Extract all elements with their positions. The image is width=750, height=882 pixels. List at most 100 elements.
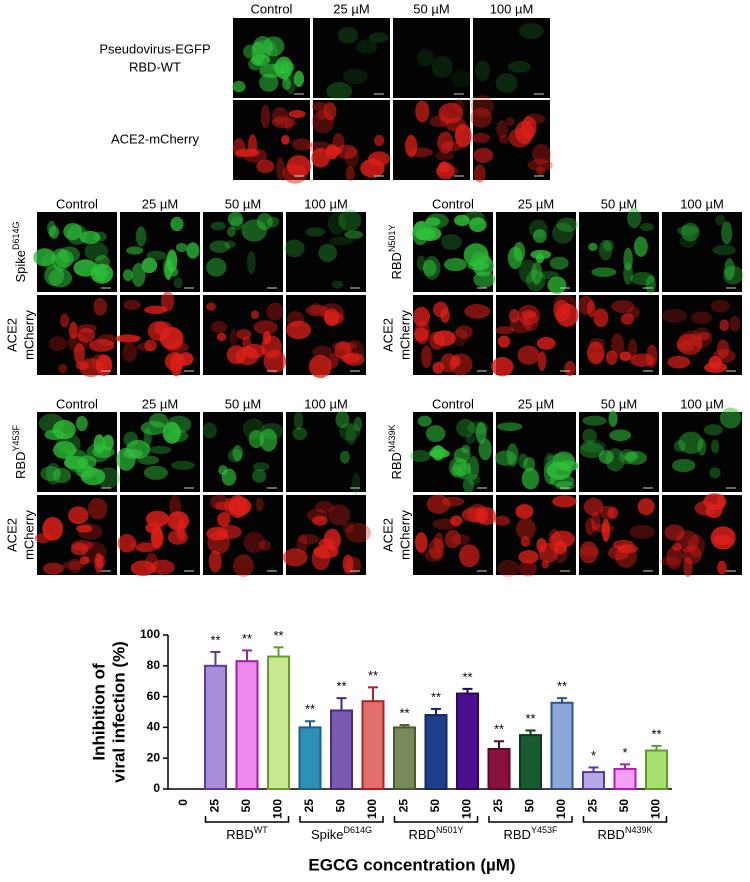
cell xyxy=(63,222,83,241)
cell xyxy=(422,260,437,277)
micrograph xyxy=(662,407,742,492)
micrograph xyxy=(202,412,284,492)
cell xyxy=(521,116,537,139)
cell xyxy=(368,32,389,43)
cell xyxy=(306,508,328,522)
y-tick-label: 40 xyxy=(147,720,161,734)
micrograph-bg xyxy=(313,18,390,98)
cell xyxy=(687,534,705,557)
cell xyxy=(607,506,619,519)
cell xyxy=(556,217,579,232)
cell xyxy=(166,249,178,273)
bar xyxy=(267,655,290,790)
cell xyxy=(423,256,441,280)
cell xyxy=(243,44,257,59)
cell xyxy=(171,460,195,470)
cell xyxy=(690,311,712,324)
cell xyxy=(505,117,515,126)
cell xyxy=(38,413,65,433)
micrograph xyxy=(286,295,366,379)
cell xyxy=(159,326,184,350)
column-header: 25 µM xyxy=(142,196,178,211)
cell xyxy=(454,124,472,148)
bar xyxy=(235,660,259,790)
cell xyxy=(630,271,655,286)
column-header: 100 µM xyxy=(304,396,348,411)
cell xyxy=(609,429,632,442)
micrograph-bg xyxy=(579,412,659,492)
group-label: RBDWT xyxy=(226,825,268,842)
cell xyxy=(564,360,576,377)
cell xyxy=(413,306,431,327)
cell xyxy=(721,221,733,245)
cell xyxy=(131,263,146,287)
cell xyxy=(470,95,494,118)
cell xyxy=(342,554,354,574)
cell xyxy=(712,348,736,364)
cell xyxy=(334,341,352,360)
cell xyxy=(130,560,156,577)
cell xyxy=(122,269,133,282)
cell xyxy=(206,526,229,541)
cell xyxy=(241,219,267,242)
cell xyxy=(256,159,275,174)
cell xyxy=(170,352,183,377)
row-label: RBDN439K xyxy=(387,425,404,480)
row-label: mCherry xyxy=(397,510,412,560)
cell xyxy=(259,428,278,452)
cell xyxy=(271,116,296,129)
x-tick-label: 100 xyxy=(649,799,663,819)
cell xyxy=(123,431,139,447)
micrograph xyxy=(37,295,117,378)
error-bar xyxy=(620,763,630,769)
cell xyxy=(410,449,431,463)
significance: ** xyxy=(242,631,252,646)
micrograph xyxy=(662,212,744,292)
cell xyxy=(537,351,547,372)
cell xyxy=(464,304,490,319)
cell xyxy=(620,312,634,325)
cell xyxy=(87,497,108,520)
cell xyxy=(449,353,473,376)
cell xyxy=(210,221,226,231)
cell xyxy=(47,220,57,237)
cell xyxy=(633,236,648,257)
cell xyxy=(536,166,546,176)
cell xyxy=(443,258,467,272)
y-tick-label: 0 xyxy=(153,781,160,795)
cell xyxy=(719,407,742,429)
bar xyxy=(613,767,637,790)
cell xyxy=(539,271,560,280)
label-sup: Y453F xyxy=(531,825,558,835)
cell xyxy=(338,422,361,441)
cell xyxy=(368,151,390,167)
bar xyxy=(487,747,511,791)
cell xyxy=(552,222,574,244)
micrograph xyxy=(496,212,579,294)
cell xyxy=(162,255,174,279)
cell xyxy=(710,299,730,313)
cell xyxy=(414,320,431,345)
cell xyxy=(468,217,487,232)
cell xyxy=(206,302,216,311)
x-tick-label: 100 xyxy=(554,799,568,819)
cell xyxy=(527,158,553,172)
cell xyxy=(324,308,340,327)
row-label: RBDN501Y xyxy=(387,225,404,280)
column-header: 25 µM xyxy=(518,396,554,411)
cell xyxy=(243,148,268,163)
x-tick-label: 50 xyxy=(239,799,253,813)
cell xyxy=(42,562,64,575)
row-label: ACE2 xyxy=(380,318,395,352)
cell xyxy=(281,77,291,90)
cell xyxy=(517,345,540,365)
cell xyxy=(659,556,680,566)
micrograph xyxy=(117,494,200,577)
cell xyxy=(713,535,733,545)
cell xyxy=(285,73,296,95)
bar xyxy=(204,664,227,790)
cell xyxy=(424,548,444,562)
row-label: mCherry xyxy=(21,310,36,360)
cell xyxy=(515,518,536,540)
cell xyxy=(602,239,614,252)
